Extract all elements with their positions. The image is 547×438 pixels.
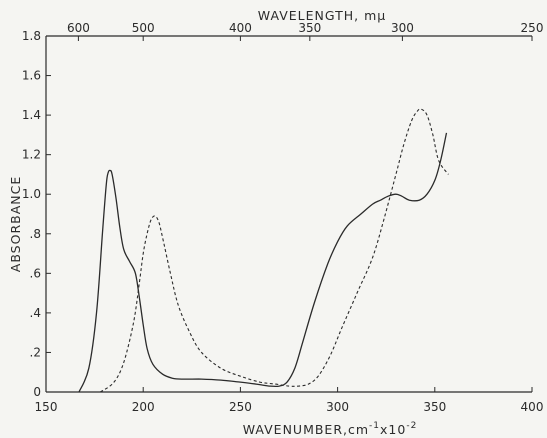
series: [78, 108, 449, 393]
y-tick-label: 1.6: [22, 69, 41, 83]
x-axis-title-sup2: -2: [406, 421, 417, 431]
ticks: 150 200 250 300 350 400 0 .2 .4 .6 .8 1.0 1.2 1.4 1.6 1…: [22, 21, 544, 414]
y-axis-title: ABSORBANCE: [8, 176, 23, 272]
y-tick-label: .6: [30, 266, 41, 280]
x-tick-label: 200: [132, 400, 155, 414]
x-tick-label: 300: [326, 400, 349, 414]
y-tick-label: 1.4: [22, 108, 41, 122]
x-axis-title-main: WAVENUMBER,cm: [243, 422, 369, 437]
x-tick-label: 350: [423, 400, 446, 414]
x-tick-label: 250: [229, 400, 252, 414]
series-dashed-line: [100, 108, 449, 393]
x-axis-title-mid: x10: [380, 422, 406, 437]
x-axis-title: WAVENUMBER,cm-1x10-2: [243, 421, 418, 437]
top-tick-label: 600: [67, 21, 90, 35]
top-axis-title: WAVELENGTH, mμ: [258, 8, 386, 23]
top-tick-label: 300: [391, 21, 414, 35]
x-tick-label: 400: [521, 400, 544, 414]
y-tick-label: .4: [30, 306, 41, 320]
top-tick-label: 350: [298, 21, 321, 35]
y-tick-label: .8: [30, 227, 41, 241]
y-tick-label: 0: [33, 385, 41, 399]
y-tick-label: 1.0: [22, 187, 41, 201]
top-tick-label: 250: [521, 21, 544, 35]
y-tick-label: 1.2: [22, 148, 41, 162]
series-solid-line: [78, 132, 448, 393]
top-tick-label: 400: [229, 21, 252, 35]
y-tick-label: 1.8: [22, 29, 41, 43]
x-tick-label: 150: [35, 400, 58, 414]
x-axis-title-sup1: -1: [369, 421, 380, 431]
top-tick-label: 500: [132, 21, 155, 35]
axes: [45, 35, 532, 393]
y-tick-label: .2: [30, 345, 41, 359]
